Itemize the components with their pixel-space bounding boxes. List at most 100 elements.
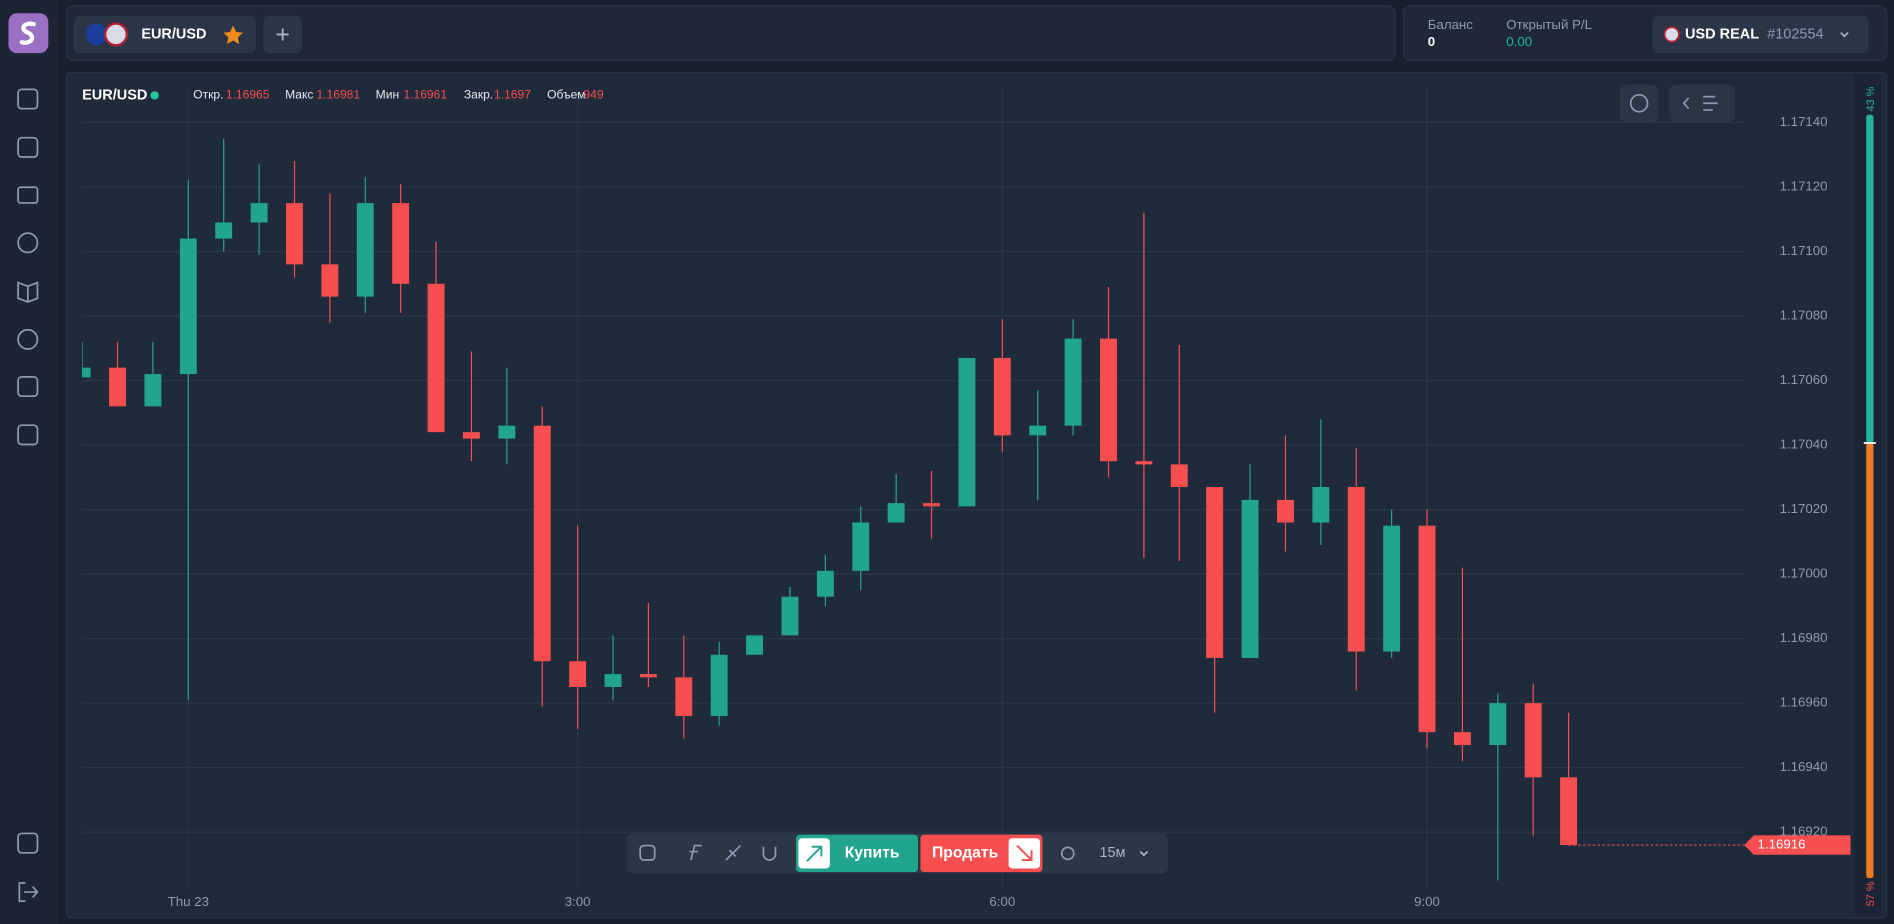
timeframe[interactable]: 15м [1099, 845, 1125, 861]
candle-body [498, 425, 516, 439]
icon-logout[interactable] [18, 882, 39, 902]
chevron [1139, 850, 1149, 857]
add-icon [276, 28, 289, 41]
candle-body [179, 238, 197, 375]
candle-body [1347, 486, 1365, 652]
candle-body [569, 661, 587, 687]
tab-label: EUR/USD [141, 26, 206, 42]
candle-body [993, 357, 1011, 436]
sentiment-buy-label: 43 % [1865, 86, 1877, 111]
favorite-star[interactable] [223, 25, 243, 45]
icon-expand[interactable] [17, 832, 39, 854]
candle-body [1029, 425, 1047, 436]
y-tick-label: 1.16980 [1780, 630, 1828, 645]
axes: 1.16920 1.16940 1.16960 1.16980 1.17000 1.170… [168, 114, 1851, 909]
candle-body [533, 425, 551, 662]
x-tick-label: 9:00 [1414, 894, 1440, 909]
icon-education[interactable] [17, 281, 39, 303]
candle-body [1524, 703, 1542, 778]
y-tick-label: 1.16940 [1780, 759, 1828, 774]
panel-toggle[interactable] [1669, 84, 1735, 122]
sell-label: Продать [932, 845, 998, 862]
y-tick-label: 1.17040 [1780, 437, 1828, 452]
account-selector[interactable] [1652, 15, 1869, 54]
candle-body [286, 203, 303, 265]
candle-body [1383, 525, 1401, 652]
y-tick-label: 1.17020 [1780, 501, 1828, 516]
legend-volume-label: Объем [547, 88, 585, 102]
pl: 0.00 [1506, 34, 1532, 49]
icon-settings[interactable] [17, 328, 39, 350]
candle-body [1100, 338, 1117, 462]
candle-body [1453, 732, 1471, 746]
chevron [1840, 32, 1849, 38]
candle-body [1489, 703, 1507, 746]
candle-body [215, 222, 233, 239]
candle-body [250, 203, 268, 223]
candle-body [144, 374, 162, 407]
y-tick-label: 1.17120 [1780, 178, 1828, 193]
icon-draw[interactable] [725, 844, 742, 861]
icon-analytics[interactable] [17, 136, 39, 158]
status-dot [150, 91, 159, 100]
sentiment: 43 % 57 % [1854, 74, 1881, 916]
chart-panel [65, 71, 1888, 919]
icon-settings[interactable] [1060, 846, 1075, 861]
tab-bar [65, 5, 1396, 61]
candle-body [1312, 486, 1330, 523]
sidebar [0, 0, 58, 924]
y-tick-label: 1.16920 [1780, 824, 1828, 839]
legend-symbol: EUR/USD [82, 87, 147, 103]
sell-arrow [1016, 844, 1033, 861]
sentiment-sell-label: 57 % [1865, 881, 1877, 906]
flag-us [103, 22, 129, 47]
pl-label: Открытый P/L [1506, 17, 1592, 32]
icon-calendar[interactable] [17, 424, 39, 446]
x-tick-label: Thu 23 [168, 894, 209, 909]
icon-history[interactable] [17, 232, 39, 254]
sentiment-segment [1866, 114, 1874, 444]
y-tick-label: 1.17060 [1780, 372, 1828, 387]
balance: 0 [1428, 34, 1435, 49]
legend-open-label: Откр. [193, 88, 223, 102]
icon-magnet[interactable] [762, 846, 777, 861]
candle-body [321, 264, 339, 297]
legend-low-label: Мин [376, 88, 399, 102]
candle-body [923, 503, 940, 507]
legend-high-label: Макс [285, 88, 313, 102]
y-tick-label: 1.17100 [1780, 243, 1828, 258]
candle-body [816, 570, 834, 597]
pie-icon [1629, 93, 1649, 113]
candles [82, 138, 1578, 881]
legend-open: 1.16965 [226, 88, 270, 102]
icon-news[interactable] [17, 376, 39, 398]
candle-body [852, 522, 870, 571]
icon-portfolio[interactable] [17, 186, 39, 204]
candle-body [639, 674, 657, 678]
candle-body [887, 503, 905, 523]
sidebar-icons [17, 88, 39, 902]
indicator-button[interactable] [1619, 84, 1659, 122]
currency: USD REAL [1685, 26, 1759, 42]
legend-volume: 949 [583, 88, 603, 102]
balance-label: Баланс [1428, 17, 1474, 32]
candle-body [462, 432, 480, 439]
candle-body [1170, 464, 1188, 487]
x-tick-label: 3:00 [565, 894, 591, 909]
candle-body [1418, 525, 1436, 733]
y-tick-label: 1.17080 [1780, 308, 1828, 323]
y-tick-label: 1.17000 [1780, 566, 1828, 581]
account-id: #102554 [1767, 26, 1823, 42]
candle-body [1135, 461, 1153, 465]
icon-chart[interactable] [17, 88, 39, 110]
candle-body [109, 367, 126, 407]
sentiment-segment [1866, 443, 1874, 879]
logo-mark [19, 21, 36, 45]
icon-layout[interactable] [639, 844, 656, 861]
candle-body [746, 635, 764, 655]
candle-body [1206, 486, 1224, 658]
icon-indicators[interactable] [689, 844, 702, 861]
